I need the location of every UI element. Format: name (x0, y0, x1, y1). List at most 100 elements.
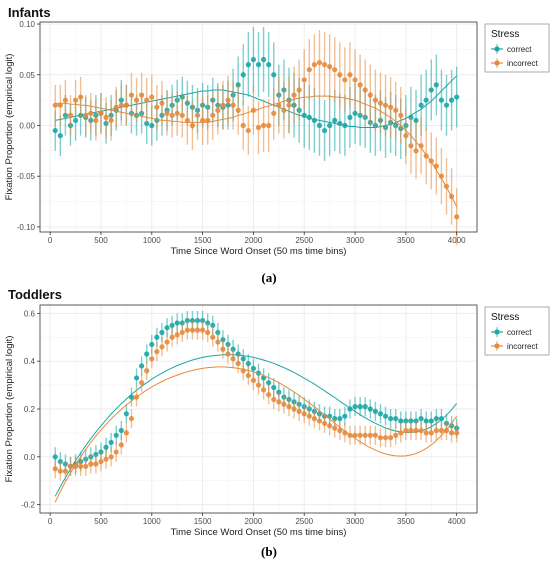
point-correct (448, 97, 455, 103)
x-tick-label: 500 (94, 517, 108, 526)
point-incorrect (210, 112, 216, 118)
point-incorrect (133, 97, 140, 103)
point-correct (438, 97, 445, 103)
point-incorrect (149, 94, 155, 100)
y-tick-label: 0.00 (19, 121, 35, 130)
point-incorrect (296, 408, 302, 414)
point-incorrect (311, 62, 317, 68)
point-incorrect (67, 463, 74, 469)
point-incorrect (103, 114, 109, 120)
point-incorrect (311, 415, 317, 422)
x-tick-label: 2500 (295, 517, 313, 526)
point-incorrect (98, 110, 104, 116)
point-incorrect (357, 432, 363, 438)
point-incorrect (83, 463, 89, 469)
point-incorrect (103, 456, 109, 462)
infants-title: Infants (8, 5, 51, 20)
point-correct (271, 384, 277, 391)
point-correct (260, 56, 267, 63)
point-correct (428, 418, 434, 424)
point-correct (240, 72, 246, 78)
point-incorrect (398, 112, 404, 118)
point-correct (332, 117, 338, 124)
point-incorrect (413, 148, 419, 154)
legend-key-point (494, 60, 500, 66)
point-incorrect (352, 77, 358, 83)
point-correct (159, 329, 165, 336)
point-incorrect (108, 117, 114, 124)
point-incorrect (352, 432, 358, 438)
y-tick-label: 0.05 (19, 71, 35, 80)
point-incorrect (291, 406, 297, 412)
point-incorrect (362, 87, 368, 93)
y-tick-label: 0.10 (19, 20, 35, 29)
point-correct (454, 94, 460, 100)
point-correct (271, 72, 277, 78)
fit-line-incorrect (54, 366, 458, 503)
point-incorrect (123, 430, 129, 436)
legend-label-correct: correct (507, 328, 532, 337)
point-incorrect (230, 356, 236, 362)
y-tick-label: 0.4 (24, 357, 36, 366)
legend-title: Stress (491, 29, 519, 40)
point-incorrect (215, 339, 221, 345)
point-correct (352, 404, 358, 410)
point-incorrect (78, 94, 84, 100)
point-correct (352, 110, 358, 116)
point-correct (103, 444, 109, 450)
point-incorrect (174, 332, 180, 338)
point-incorrect (200, 327, 206, 333)
point-incorrect (159, 100, 165, 106)
point-incorrect (266, 122, 272, 129)
point-correct (443, 102, 450, 108)
point-incorrect (423, 430, 429, 436)
point-incorrect (403, 133, 409, 139)
point-incorrect (149, 356, 155, 362)
point-incorrect (372, 432, 378, 438)
fit-line-correct (54, 354, 458, 497)
point-incorrect (200, 117, 206, 124)
point-correct (398, 418, 404, 424)
point-incorrect (271, 396, 277, 403)
point-incorrect (98, 458, 104, 465)
point-incorrect (382, 435, 389, 441)
point-incorrect (377, 100, 384, 106)
point-correct (118, 427, 124, 434)
point-correct (235, 82, 241, 88)
point-incorrect (220, 102, 226, 108)
point-incorrect (388, 435, 394, 441)
point-incorrect (428, 430, 434, 436)
point-correct (357, 404, 363, 410)
point-incorrect (169, 334, 175, 340)
point-incorrect (205, 329, 211, 336)
point-incorrect (306, 413, 312, 419)
point-incorrect (225, 97, 231, 103)
point-correct (57, 133, 63, 139)
y-tick-label: -0.2 (21, 501, 35, 510)
point-correct (149, 122, 155, 129)
x-tick-label: 3000 (346, 236, 364, 245)
legend-key-point (494, 343, 500, 349)
point-incorrect (357, 82, 363, 88)
point-incorrect (194, 112, 201, 118)
point-incorrect (240, 122, 246, 129)
point-incorrect (342, 77, 348, 83)
caption-b: (b) (261, 544, 277, 559)
point-correct (413, 117, 419, 124)
point-incorrect (154, 349, 160, 355)
point-incorrect (367, 432, 373, 438)
point-correct (433, 82, 439, 88)
point-correct (133, 375, 140, 381)
point-incorrect (83, 112, 89, 118)
point-incorrect (113, 449, 119, 455)
x-tick-label: 3500 (397, 517, 415, 526)
point-incorrect (215, 107, 221, 113)
point-incorrect (78, 463, 84, 469)
point-incorrect (179, 112, 185, 118)
point-incorrect (164, 110, 170, 116)
point-incorrect (408, 427, 414, 434)
point-incorrect (220, 346, 226, 352)
y-axis-label: Fixation Proportion (empirical logit) (4, 336, 15, 483)
point-incorrect (448, 430, 455, 436)
